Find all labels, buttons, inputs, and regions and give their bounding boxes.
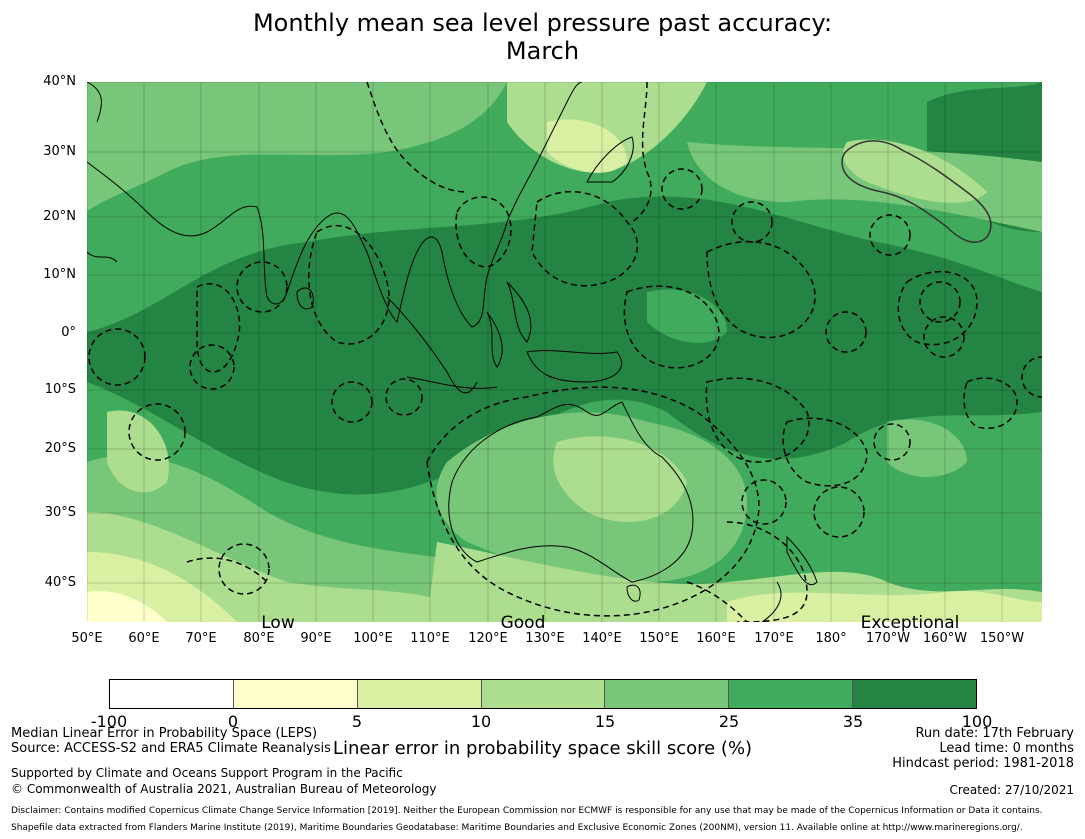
colorbar-tick-label: -100 — [90, 712, 128, 731]
map-canvas — [87, 82, 1042, 622]
lon-label: 170°W — [865, 631, 911, 646]
colorbar-label: Linear error in probability space skill … — [332, 738, 753, 759]
lat-label: 10°S — [44, 382, 76, 397]
lon-label: 90°E — [300, 631, 332, 646]
colorbar-segment — [729, 680, 854, 708]
footer-hindcast: Hindcast period: 1981-2018 — [892, 756, 1074, 771]
colorbar-tick-label: 100 — [961, 712, 993, 731]
colorbar-segment — [357, 680, 482, 708]
footer-copyright: © Commonwealth of Australia 2021, Austra… — [11, 782, 437, 796]
colorbar-segment — [605, 680, 730, 708]
footer-support: Supported by Climate and Oceans Support … — [11, 766, 403, 780]
lon-label: 180° — [815, 631, 847, 646]
graticule — [87, 82, 1042, 622]
footer-shapefile: Shapefile data extracted from Flanders M… — [11, 823, 1023, 833]
map-subtitle-month: March — [505, 37, 580, 65]
lat-label: 40°N — [43, 74, 76, 89]
footer-method: Median Linear Error in Probability Space… — [11, 726, 318, 741]
colorbar-tick-label: 25 — [718, 712, 740, 731]
footer-run-date: Run date: 17th February — [915, 726, 1074, 741]
region-label-good: Good — [500, 613, 546, 633]
footer-created: Created: 27/10/2021 — [949, 783, 1074, 797]
colorbar — [109, 679, 977, 709]
lon-label: 120°E — [468, 631, 508, 646]
colorbar-tick-label: 15 — [594, 712, 616, 731]
footer-source: Source: ACCESS-S2 and ERA5 Climate Reana… — [11, 741, 331, 756]
lon-label: 100°E — [353, 631, 393, 646]
hawaii-eez-outline — [841, 140, 992, 243]
lon-label: 150°W — [979, 631, 1025, 646]
region-label-exceptional: Exceptional — [860, 613, 960, 633]
lat-label: 30°S — [44, 505, 76, 520]
skill-score-map — [87, 82, 1042, 622]
colorbar-segment — [110, 680, 234, 708]
lon-label: 110°E — [410, 631, 450, 646]
lat-label: 40°S — [44, 575, 76, 590]
footer-disclaimer: Disclaimer: Contains modified Copernicus… — [11, 806, 1043, 816]
colorbar-tick-label: 5 — [351, 712, 363, 731]
lat-label: 20°N — [43, 209, 76, 224]
lon-label: 130°E — [525, 631, 565, 646]
lon-label: 140°E — [582, 631, 622, 646]
lon-label: 80°E — [243, 631, 275, 646]
lon-label: 70°E — [185, 631, 217, 646]
lon-label: 150°E — [639, 631, 679, 646]
colorbar-tick-label: 0 — [227, 712, 239, 731]
colorbar-tick-label: 35 — [842, 712, 864, 731]
lon-label: 50°E — [71, 631, 103, 646]
lon-label: 60°E — [128, 631, 160, 646]
colorbar-segment — [853, 680, 977, 708]
map-title: Monthly mean sea level pressure past acc… — [252, 9, 833, 37]
footer-lead-time: Lead time: 0 months — [939, 741, 1074, 756]
lon-label: 170°E — [754, 631, 794, 646]
region-label-low: Low — [261, 613, 295, 633]
skill-zones — [87, 82, 1042, 622]
colorbar-segment — [233, 680, 358, 708]
lat-label: 10°N — [43, 267, 76, 282]
lat-label: 30°N — [43, 144, 76, 159]
lat-label: 20°S — [44, 441, 76, 456]
lon-label: 160°E — [696, 631, 736, 646]
lon-label: 160°W — [922, 631, 968, 646]
lat-label: 0° — [61, 325, 76, 340]
colorbar-tick-label: 10 — [470, 712, 492, 731]
eez-boundaries — [88, 82, 1042, 622]
colorbar-segment — [481, 680, 606, 708]
land-outlines — [87, 82, 818, 622]
